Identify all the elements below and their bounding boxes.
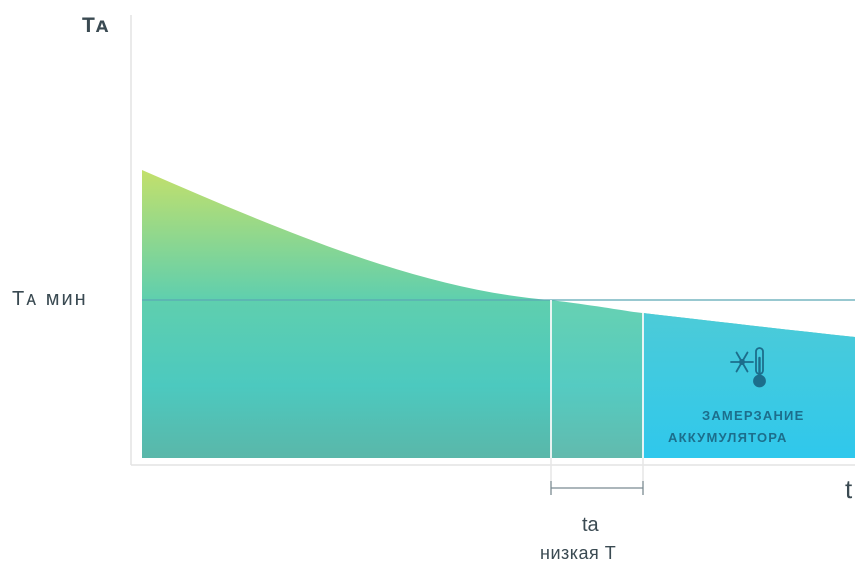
interval-label-sub: низкая Т bbox=[540, 543, 617, 563]
interval-bracket bbox=[550, 481, 644, 495]
low-temp-interval-zone bbox=[551, 296, 643, 458]
freeze-label-line2: АККУМУЛЯТОРА bbox=[668, 430, 788, 445]
y-axis-label: Tᴀ bbox=[82, 14, 110, 37]
threshold-label: Tᴀ мин bbox=[12, 288, 88, 310]
x-axis-label: t bbox=[845, 474, 853, 504]
snowflake-thermometer-icon bbox=[730, 347, 766, 388]
interval-label-main: tа bbox=[582, 514, 599, 536]
freeze-label-line1: ЗАМЕРЗАНИЕ bbox=[702, 408, 805, 423]
